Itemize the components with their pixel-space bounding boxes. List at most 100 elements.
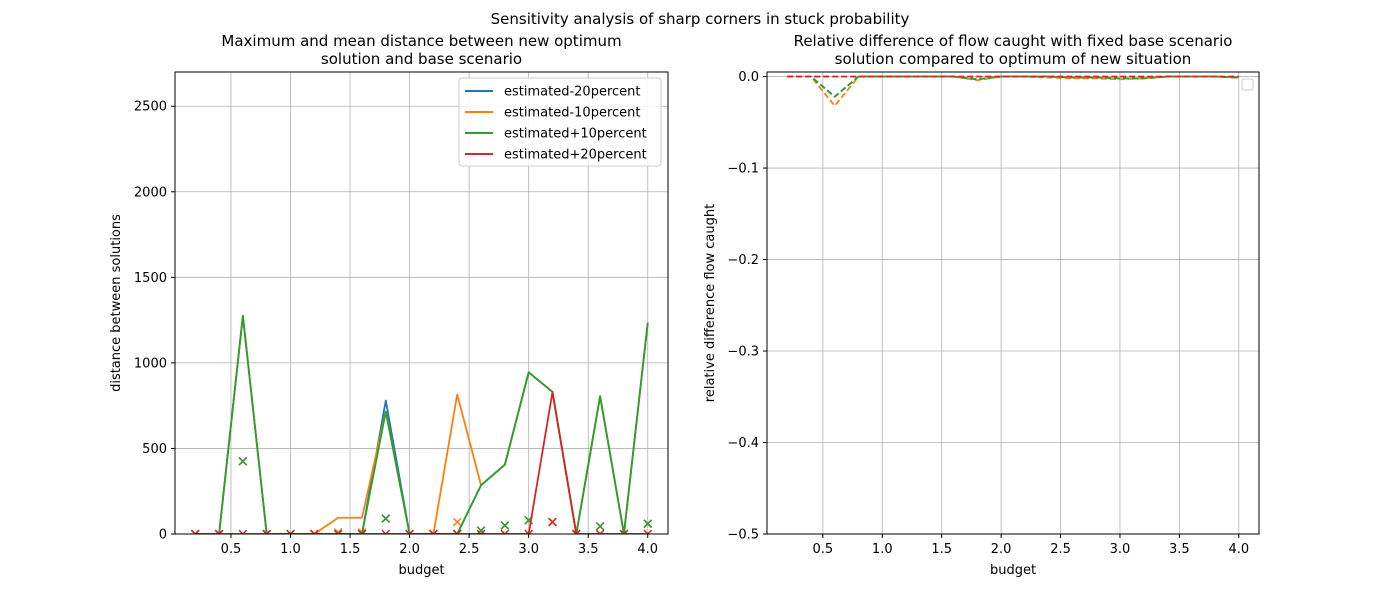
- mean-marker-stroke: [333, 529, 340, 534]
- right-ytick-label-2: −0.2: [727, 253, 759, 268]
- mean-marker-stroke: [241, 529, 248, 534]
- mean-marker-stroke: [527, 529, 534, 534]
- left-mean-marker-estimated+20percent-2: [238, 529, 248, 534]
- left-mean-marker-estimated-10percent-6: [333, 527, 343, 534]
- mean-marker-stroke: [548, 517, 557, 527]
- left-mean-marker-estimated+20percent-9: [405, 529, 414, 534]
- right-xtick-label-5: 3.0: [1110, 542, 1131, 557]
- legend-box: [458, 77, 662, 167]
- right-xtick-label-3: 2.0: [991, 542, 1012, 557]
- mean-marker-stroke: [381, 514, 391, 523]
- left-mean-marker-estimated+20percent-10: [429, 529, 438, 534]
- mean-marker-stroke: [452, 517, 462, 527]
- left-ytick-label-5: 2500: [134, 100, 167, 115]
- left-title-line-0: Maximum and mean distance between new op…: [221, 32, 621, 50]
- right-xtick-label-4: 2.5: [1050, 542, 1071, 557]
- left-mean-marker-estimated+20percent-0: [190, 529, 200, 534]
- right-ytick-label-3: −0.3: [727, 345, 759, 360]
- mean-marker-stroke: [238, 456, 248, 466]
- mean-marker-stroke: [289, 529, 295, 534]
- left-mean-marker-estimated+20percent-5: [309, 529, 319, 534]
- left-mean-marker-estimated+20percent-15: [548, 517, 557, 527]
- left-mean-marker-estimated+10percent-13: [500, 521, 510, 530]
- figure-suptitle: Sensitivity analysis of sharp corners in…: [491, 10, 910, 28]
- mean-marker-stroke: [622, 529, 629, 534]
- right-chart: 0.5 1.0 1.5 2.0 2.5 3.0 3.5 4.0 0.0 −0.1 −0.2 −0.3 −…: [703, 32, 1260, 578]
- mean-marker-stroke: [479, 529, 486, 534]
- mean-marker-stroke: [500, 529, 506, 534]
- left-ytick-label-4: 2000: [134, 185, 167, 200]
- mean-marker-stroke: [571, 529, 578, 534]
- right-ytick-label-1: −0.1: [727, 162, 759, 177]
- mean-marker-stroke: [262, 529, 268, 534]
- mean-marker-stroke: [452, 529, 459, 534]
- left-xtick-label-2: 1.5: [340, 542, 361, 557]
- mean-marker-stroke: [335, 527, 343, 534]
- right-xtick-label-7: 4.0: [1228, 542, 1249, 557]
- left-ytick-label-0: 0: [159, 528, 167, 543]
- mean-marker-stroke: [337, 529, 343, 534]
- mean-marker-stroke: [500, 521, 510, 530]
- left-mean-marker-estimated+20percent-6: [333, 529, 343, 534]
- mean-marker-stroke: [643, 519, 653, 529]
- mean-marker-stroke: [384, 529, 391, 534]
- mean-marker-stroke: [357, 529, 364, 534]
- mean-marker-stroke: [217, 529, 224, 534]
- mean-marker-stroke: [309, 529, 316, 534]
- left-mean-marker-estimated+20percent-16: [571, 529, 581, 534]
- mean-marker-stroke: [524, 529, 530, 534]
- left-mean-marker-estimated+20percent-1: [214, 529, 224, 534]
- mean-marker-stroke: [313, 529, 319, 534]
- mean-marker-stroke: [643, 529, 649, 534]
- mean-marker-stroke: [595, 529, 602, 534]
- left-xtick-label-4: 2.5: [459, 542, 480, 557]
- right-xlabel: budget: [990, 563, 1036, 578]
- mean-marker-stroke: [238, 529, 244, 534]
- left-ytick-label-3: 1500: [134, 271, 167, 286]
- mean-marker-stroke: [456, 529, 462, 534]
- left-mean-marker-estimated+20percent-8: [381, 529, 391, 534]
- right-xtick-label-2: 1.5: [931, 542, 952, 557]
- left-mean-marker-estimated+10percent-19: [643, 519, 653, 529]
- legend-label-estimated+10percent: estimated+10percent: [504, 127, 647, 142]
- mean-marker-stroke: [599, 529, 605, 534]
- right-plot-area: [787, 75, 1239, 107]
- left-mean-marker-estimated+20percent-18: [619, 529, 629, 534]
- left-mean-marker-estimated+20percent-11: [452, 529, 462, 534]
- right-title-line-1: solution compared to optimum of new situ…: [835, 50, 1192, 68]
- right-ytick-label-5: −0.5: [727, 528, 759, 543]
- mean-marker-stroke: [503, 529, 510, 534]
- mean-marker-stroke: [286, 529, 292, 534]
- mean-marker-stroke: [265, 529, 272, 534]
- mean-marker-stroke: [429, 529, 435, 534]
- left-mean-marker-estimated+20percent-12: [476, 529, 486, 534]
- mean-marker-stroke: [575, 529, 581, 534]
- left-title-line-1: solution and base scenario: [321, 50, 522, 68]
- left-xlabel: budget: [398, 563, 444, 578]
- left-plot-area: [190, 314, 653, 534]
- left-mean-marker-estimated+10percent-2: [238, 456, 248, 466]
- right-ytick-label-4: −0.4: [727, 436, 759, 451]
- mean-marker-stroke: [408, 529, 414, 534]
- mean-marker-stroke: [194, 529, 200, 534]
- mean-marker-stroke: [190, 529, 197, 534]
- mean-marker-stroke: [381, 529, 387, 534]
- mean-marker-stroke: [646, 529, 653, 534]
- left-xtick-label-7: 4.0: [637, 542, 658, 557]
- left-mean-marker-estimated+20percent-14: [524, 529, 534, 534]
- legend-label-estimated-20percent: estimated-20percent: [504, 85, 640, 100]
- left-mean-marker-estimated+20percent-19: [643, 529, 653, 534]
- left-ylabel: distance between solutions: [109, 214, 124, 392]
- left-xtick-label-0: 0.5: [221, 542, 242, 557]
- left-mean-marker-estimated+20percent-3: [262, 529, 272, 534]
- left-axes-frame: [174, 71, 669, 535]
- left-ytick-label-2: 1000: [134, 356, 167, 371]
- right-xtick-label-1: 1.0: [872, 542, 893, 557]
- left-mean-marker-estimated+10percent-8: [381, 514, 391, 523]
- mean-marker-stroke: [619, 529, 626, 534]
- right-axes-frame: [766, 71, 1260, 535]
- left-mean-marker-estimated+20percent-7: [357, 529, 367, 534]
- right-ylabel: relative difference flow caught: [703, 204, 718, 402]
- left-xtick-label-6: 3.5: [578, 542, 599, 557]
